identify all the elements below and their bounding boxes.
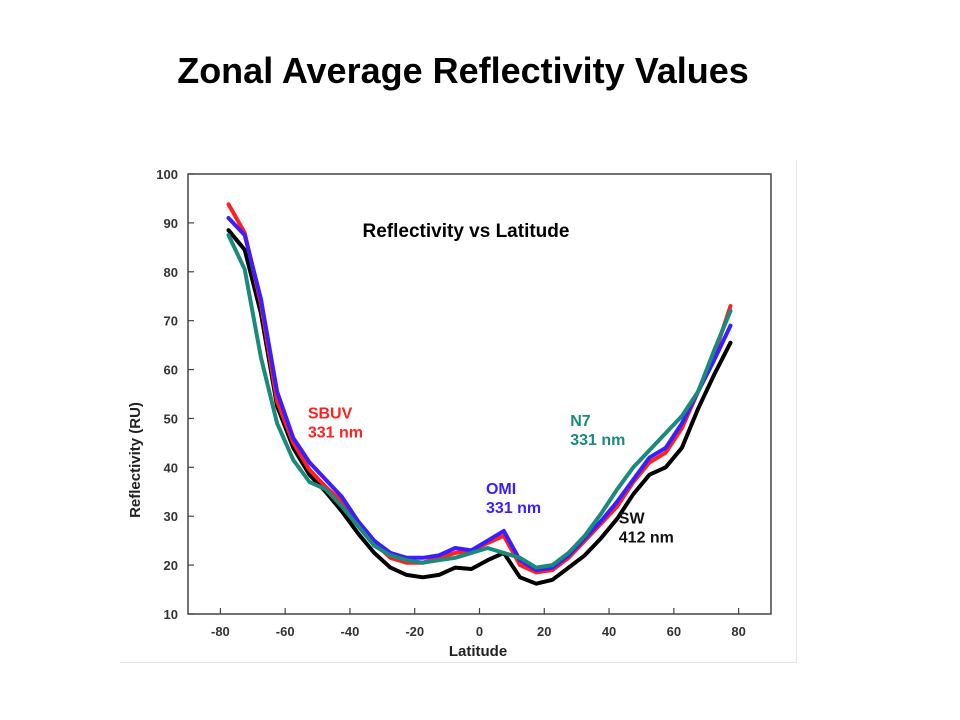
reflectivity-chart: -80 -60 -40 -20 0 20 40 60 80 10 20 30 40 50 60 70 80 90 1… <box>127 167 772 660</box>
x-tick-label: -80 <box>211 624 230 639</box>
y-tick-label: 70 <box>164 314 178 329</box>
x-tick-label: 20 <box>537 624 551 639</box>
annotation-sw: SW 412 nm <box>619 511 674 547</box>
ticks-layer: -80 -60 -40 -20 0 20 40 60 80 10 20 30 40 50 60 70 80 90 1… <box>156 167 746 639</box>
x-tick-label: -40 <box>341 624 360 639</box>
y-tick-label: 20 <box>164 558 178 573</box>
x-axis-label: Latitude <box>449 643 507 660</box>
x-tick-label: 80 <box>731 624 745 639</box>
y-tick-label: 10 <box>164 607 178 622</box>
y-tick-label: 80 <box>164 265 178 280</box>
series-line-omi <box>226 216 733 572</box>
x-tick-label: 60 <box>667 624 681 639</box>
slide-title: Zonal Average Reflectivity Values <box>177 50 749 91</box>
chart-figure: -80 -60 -40 -20 0 20 40 60 80 10 20 30 40 50 60 70 80 90 1… <box>120 160 797 663</box>
y-tick-label: 50 <box>164 411 178 426</box>
x-tick-label: -20 <box>405 624 424 639</box>
x-tick-label: -60 <box>276 624 295 639</box>
x-tick-label: 0 <box>476 624 483 639</box>
chart-title: Reflectivity vs Latitude <box>363 221 570 242</box>
series-line-sbuv <box>226 202 733 575</box>
annotation-sbuv: SBUV 331 nm <box>308 405 363 441</box>
y-tick-label: 30 <box>164 509 178 524</box>
series-layer <box>226 202 733 586</box>
y-tick-label: 60 <box>164 363 178 378</box>
y-tick-label: 40 <box>164 460 178 475</box>
series-line-sw <box>226 228 733 586</box>
y-axis-label: Reflectivity (RU) <box>127 402 144 518</box>
annotations-layer: SBUV 331 nm OMI 331 nm N7 331 nm SW 412 nm <box>308 405 674 546</box>
annotation-omi: OMI 331 nm <box>486 481 541 517</box>
y-tick-label: 90 <box>164 216 178 231</box>
series-line-n7 <box>226 233 733 570</box>
annotation-n7: N7 331 nm <box>570 413 625 449</box>
y-tick-label: 100 <box>156 167 178 182</box>
x-tick-label: 40 <box>602 624 616 639</box>
